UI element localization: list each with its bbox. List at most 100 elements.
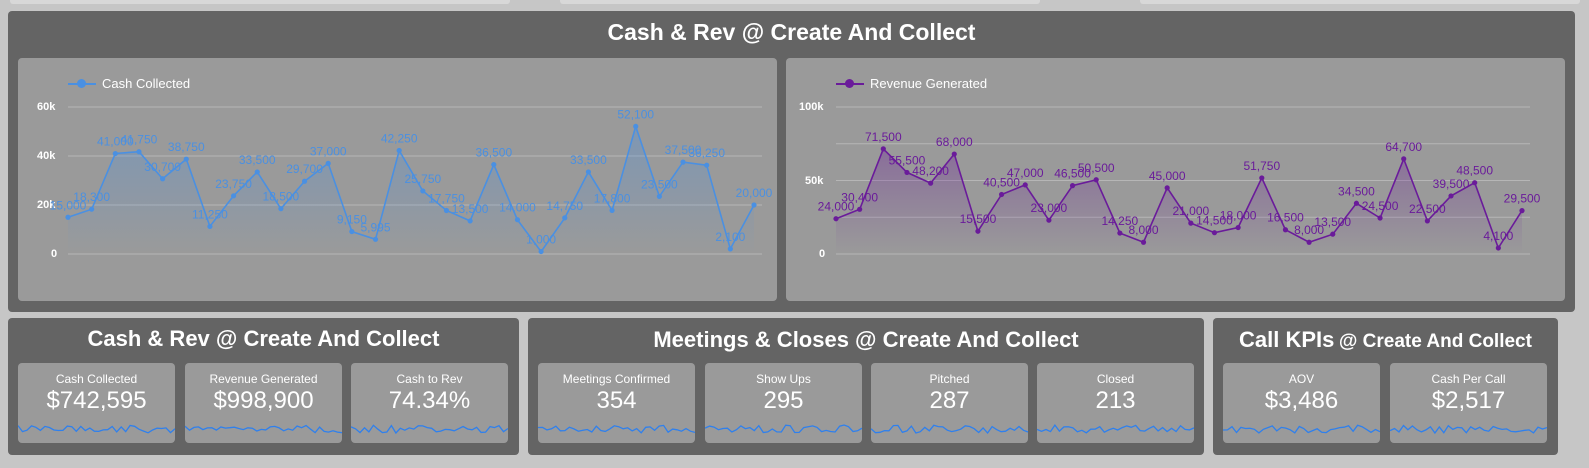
data-point[interactable] <box>609 207 615 213</box>
data-label: 23,000 <box>1031 201 1068 215</box>
data-point[interactable] <box>857 206 863 212</box>
data-point[interactable] <box>230 193 237 199</box>
data-point[interactable] <box>1188 220 1194 226</box>
data-point[interactable] <box>833 216 839 222</box>
data-point[interactable] <box>1306 239 1312 245</box>
data-label: 2,100 <box>715 230 745 244</box>
series-line <box>835 147 1523 250</box>
data-point[interactable] <box>1117 230 1123 236</box>
data-point[interactable] <box>1069 183 1076 189</box>
data-point[interactable] <box>207 223 213 230</box>
data-label: 41,000 <box>97 135 134 149</box>
kpi-label: Cash to Rev <box>396 372 463 386</box>
rev-chart-legend[interactable]: Revenue Generated <box>836 76 987 91</box>
data-point[interactable] <box>1046 217 1052 223</box>
data-point[interactable] <box>112 150 118 157</box>
kpi-value: $2,517 <box>1431 387 1506 414</box>
data-point[interactable] <box>998 191 1005 198</box>
sparkline <box>538 424 695 434</box>
data-label: 1,000 <box>526 233 556 247</box>
kpi-cash-collected[interactable]: Cash Collected $742,595 <box>18 363 175 443</box>
data-point[interactable] <box>65 214 71 220</box>
sparkline <box>1223 424 1380 434</box>
data-point[interactable] <box>514 217 521 223</box>
data-point[interactable] <box>89 206 95 212</box>
data-point[interactable] <box>704 162 710 168</box>
data-point[interactable] <box>1259 175 1265 181</box>
data-point[interactable] <box>951 151 957 157</box>
data-point[interactable] <box>975 228 981 234</box>
data-point[interactable] <box>1235 224 1241 231</box>
data-point[interactable] <box>396 147 402 154</box>
data-point[interactable] <box>491 161 497 168</box>
data-label: 15,000 <box>50 198 87 212</box>
data-point[interactable] <box>1330 231 1336 237</box>
data-point[interactable] <box>633 123 639 129</box>
data-point[interactable] <box>160 176 166 182</box>
data-point[interactable] <box>467 218 473 224</box>
data-point[interactable] <box>656 193 662 200</box>
data-label: 29,500 <box>1504 192 1541 206</box>
data-label: 18,300 <box>73 190 110 204</box>
data-point[interactable] <box>254 169 260 175</box>
data-point[interactable] <box>680 159 686 165</box>
data-label: 14,250 <box>1102 214 1139 228</box>
data-point[interactable] <box>301 178 308 184</box>
data-label: 47,000 <box>1007 166 1044 180</box>
data-point[interactable] <box>443 207 450 214</box>
kpi-aov[interactable]: AOV $3,486 <box>1223 363 1380 443</box>
data-point[interactable] <box>1495 245 1501 251</box>
data-point[interactable] <box>1377 215 1383 221</box>
kpi-show-ups[interactable]: Show Ups 295 <box>705 363 862 443</box>
data-point[interactable] <box>349 228 355 235</box>
data-point[interactable] <box>278 206 284 212</box>
cash-rev-panel: Cash & Rev @ Create And Collect Cash Col… <box>8 318 519 455</box>
data-point[interactable] <box>136 149 142 155</box>
data-point[interactable] <box>1140 239 1147 245</box>
meetings-panel-title: Meetings & Closes @ Create And Collect <box>653 327 1079 352</box>
data-label: 30,700 <box>144 160 181 174</box>
data-label: 17,750 <box>428 192 465 206</box>
rev-ytick-0: 0 <box>819 248 826 260</box>
data-point[interactable] <box>880 146 886 152</box>
call-kpis-panel: Call KPIs @ Create And Collect AOV $3,48… <box>1213 318 1558 455</box>
kpi-value: $742,595 <box>46 387 147 414</box>
data-point[interactable] <box>1353 200 1360 206</box>
data-point[interactable] <box>183 156 189 162</box>
kpi-meetings-confirmed[interactable]: Meetings Confirmed 354 <box>538 363 695 443</box>
data-point[interactable] <box>325 160 331 166</box>
data-point[interactable] <box>1401 156 1407 162</box>
data-label: 9,150 <box>337 213 367 227</box>
kpi-value: 74.34% <box>388 387 471 414</box>
data-point[interactable] <box>1519 208 1525 214</box>
top-strip-right <box>1140 0 1580 4</box>
rev-ytick-50k: 50k <box>805 175 824 187</box>
data-point[interactable] <box>1424 218 1430 224</box>
data-point[interactable] <box>1093 177 1099 183</box>
data-point[interactable] <box>904 169 910 176</box>
kpi-cash-to-rev[interactable]: Cash to Rev 74.34% <box>351 363 508 443</box>
kpi-closed[interactable]: Closed 213 <box>1037 363 1194 443</box>
data-point[interactable] <box>1472 180 1478 186</box>
data-point[interactable] <box>1022 182 1028 188</box>
kpi-value: 354 <box>596 387 637 414</box>
data-point[interactable] <box>1282 227 1289 233</box>
data-point[interactable] <box>372 236 379 242</box>
data-point[interactable] <box>1164 185 1170 191</box>
data-point[interactable] <box>1448 193 1454 199</box>
kpi-cash-per-call[interactable]: Cash Per Call $2,517 <box>1390 363 1547 443</box>
data-point[interactable] <box>420 188 426 194</box>
data-point[interactable] <box>585 169 592 175</box>
data-point[interactable] <box>751 202 757 208</box>
rev-ytick-100k: 100k <box>799 101 824 113</box>
data-point[interactable] <box>1211 230 1218 236</box>
kpi-pitched[interactable]: Pitched 287 <box>871 363 1028 443</box>
data-point[interactable] <box>727 246 733 252</box>
data-point[interactable] <box>538 248 544 255</box>
cash-chart-legend[interactable]: Cash Collected <box>68 76 190 91</box>
kpi-revenue-generated[interactable]: Revenue Generated $998,900 <box>185 363 342 443</box>
data-point[interactable] <box>928 180 934 186</box>
data-label: 22,500 <box>1409 202 1446 216</box>
cash-legend-label: Cash Collected <box>102 76 191 91</box>
data-point[interactable] <box>562 215 568 221</box>
